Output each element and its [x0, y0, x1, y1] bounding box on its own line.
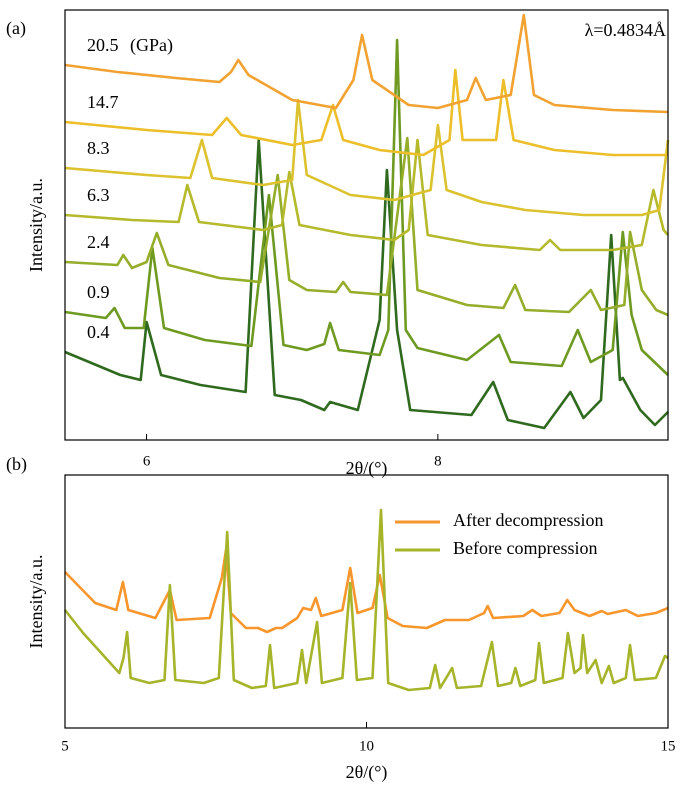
data-line: [64, 68, 668, 157]
data-line: [64, 138, 669, 252]
plot-frame: [64, 9, 669, 441]
wavelength-annotation: λ=0.4834Å: [585, 20, 666, 40]
x-tick-label: 8: [434, 453, 442, 469]
data-line: [64, 13, 669, 114]
x-tick-label: 10: [359, 738, 374, 754]
series-label: 8.3: [87, 138, 110, 158]
x-tick-label: 15: [661, 738, 676, 754]
data-line: [63, 508, 669, 692]
data-line: [64, 548, 669, 634]
x-tick-label: 6: [143, 453, 151, 469]
panel-label: (b): [6, 454, 27, 475]
unit-annotation: (GPa): [130, 35, 173, 56]
x-axis-label: 2θ/(°): [346, 458, 388, 479]
series-label: 14.7: [87, 92, 119, 112]
series-label: 20.5: [87, 35, 119, 55]
y-axis-label: Intensity/a.u.: [26, 178, 46, 272]
legend-label: Before compression: [453, 538, 597, 558]
data-line: [64, 138, 669, 430]
x-tick-label: 5: [61, 738, 69, 754]
panel-label: (a): [6, 18, 26, 39]
data-line: [64, 98, 670, 217]
y-axis-label: Intensity/a.u.: [26, 555, 46, 649]
series-label: 0.4: [87, 322, 110, 342]
series-label: 2.4: [87, 232, 110, 252]
series-label: 0.9: [87, 282, 110, 302]
legend-label: After decompression: [453, 510, 603, 530]
data-line: [64, 38, 669, 376]
series-label: 6.3: [87, 185, 110, 205]
data-line: [64, 136, 669, 317]
plot-frame: [64, 474, 669, 729]
x-axis-label: 2θ/(°): [346, 762, 388, 783]
